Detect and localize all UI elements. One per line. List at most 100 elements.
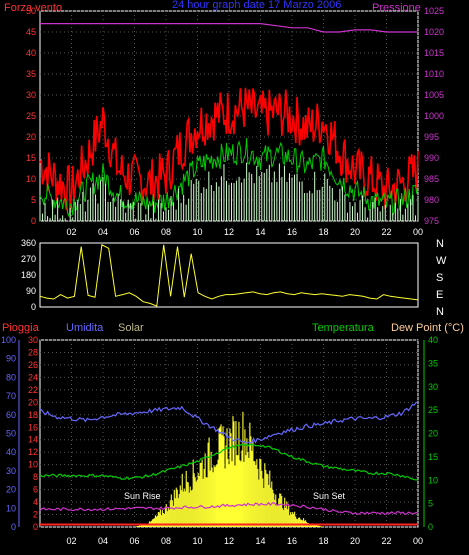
dew-point-series	[39, 501, 419, 516]
direction-y-tick: 0	[31, 302, 36, 312]
chart-title: 24 hour graph date 17 Marzo 2006	[172, 0, 341, 11]
wind-y-tick: 10	[26, 174, 36, 184]
x-tick-label: 18	[318, 227, 328, 237]
x-tick-label: 16	[287, 227, 297, 237]
rain-y-tick: 26	[28, 360, 38, 370]
wind-gust-series	[39, 87, 419, 211]
rain-y-tick: 16	[28, 422, 38, 432]
pressure-y-tick: 1015	[424, 48, 444, 58]
pressure-y-tick: 1005	[424, 90, 444, 100]
compass-label: E	[436, 289, 443, 301]
pressure-y-tick: 975	[424, 216, 439, 226]
temperature-y-tick: 30	[428, 382, 438, 392]
x-tick-label: 14	[255, 536, 265, 546]
humidity-y-tick: 10	[6, 503, 16, 513]
temperature-y-tick: 35	[428, 358, 438, 368]
humidity-y-tick: 40	[6, 447, 16, 457]
rain-y-tick: 10	[28, 460, 38, 470]
wind-y-tick: 0	[31, 216, 36, 226]
pressure-label: Pressione	[372, 2, 421, 14]
dew-point-label: Dew Point (°C)	[391, 322, 464, 334]
pressure-y-tick: 980	[424, 195, 439, 205]
compass-label: W	[436, 255, 447, 267]
pressure-y-tick: 990	[424, 153, 439, 163]
rain-y-tick: 14	[28, 435, 38, 445]
rain-y-tick: 0	[33, 522, 38, 532]
x-tick-label: 04	[98, 536, 108, 546]
rain-y-tick: 22	[28, 385, 38, 395]
humidity-series	[39, 401, 419, 445]
humidity-y-tick: 0	[11, 522, 16, 532]
rain-y-tick: 6	[33, 485, 38, 495]
x-tick-label: 22	[381, 536, 391, 546]
wind-y-tick: 25	[26, 111, 36, 121]
x-tick-label: 06	[129, 227, 139, 237]
pressure-y-tick: 995	[424, 132, 439, 142]
sun-rise-annotation: Sun Rise	[124, 491, 161, 501]
wind-direction-series	[39, 244, 419, 307]
temperature-y-tick: 10	[428, 475, 438, 485]
rain-y-tick: 30	[28, 335, 38, 345]
rain-y-tick: 12	[28, 447, 38, 457]
temperature-y-tick: 25	[428, 405, 438, 415]
x-tick-label: 02	[66, 227, 76, 237]
humidity-y-tick: 30	[6, 466, 16, 476]
rain-y-tick: 20	[28, 397, 38, 407]
x-tick-label: 14	[255, 227, 265, 237]
pressure-series	[40, 23, 418, 33]
pressure-y-tick: 1020	[424, 27, 444, 37]
rain-y-tick: 28	[28, 347, 38, 357]
rain-y-tick: 4	[33, 497, 38, 507]
rain-y-tick: 24	[28, 372, 38, 382]
humidity-y-tick: 70	[6, 391, 16, 401]
pressure-y-tick: 1010	[424, 69, 444, 79]
x-tick-label: 00	[413, 227, 423, 237]
compass-label: S	[436, 272, 443, 284]
sun-set-annotation: Sun Set	[313, 491, 346, 501]
x-tick-label: 04	[98, 227, 108, 237]
wind-avg-series	[39, 137, 419, 218]
humidity-y-tick: 100	[1, 335, 16, 345]
wind-y-tick: 35	[26, 69, 36, 79]
x-tick-label: 10	[192, 536, 202, 546]
wind-speed-label: Forza vento	[4, 2, 62, 14]
rain-y-tick: 18	[28, 410, 38, 420]
temperature-y-tick: 20	[428, 429, 438, 439]
x-tick-label: 06	[129, 536, 139, 546]
pressure-y-tick: 1025	[424, 6, 444, 16]
x-tick-label: 20	[350, 536, 360, 546]
direction-panel-frame	[39, 242, 419, 308]
temperature-y-tick: 40	[428, 335, 438, 345]
compass-label: N	[436, 306, 444, 318]
wind-y-tick: 15	[26, 153, 36, 163]
direction-y-tick: 180	[21, 270, 36, 280]
humidity-y-tick: 20	[6, 485, 16, 495]
temperature-label: Temperatura	[312, 322, 375, 334]
humidity-y-tick: 90	[6, 354, 16, 364]
wind-y-tick: 45	[26, 27, 36, 37]
direction-y-tick: 270	[21, 254, 36, 264]
humidity-y-tick: 60	[6, 410, 16, 420]
rain-label: Pioggia	[2, 322, 40, 334]
temperature-series	[39, 443, 419, 481]
temperature-y-tick: 15	[428, 452, 438, 462]
rain-y-tick: 2	[33, 510, 38, 520]
pressure-y-tick: 985	[424, 174, 439, 184]
wind-y-tick: 5	[31, 195, 36, 205]
wind-y-tick: 40	[26, 48, 36, 58]
x-tick-label: 12	[224, 227, 234, 237]
humidity-y-tick: 50	[6, 429, 16, 439]
temperature-y-tick: 0	[428, 522, 433, 532]
x-tick-label: 12	[224, 536, 234, 546]
x-tick-label: 16	[287, 536, 297, 546]
wind-y-tick: 30	[26, 90, 36, 100]
temperature-y-tick: 5	[428, 499, 433, 509]
wind-y-tick: 50	[26, 6, 36, 16]
humidity-y-tick: 80	[6, 372, 16, 382]
humidity-label: Umidita	[66, 322, 104, 334]
direction-y-tick: 360	[21, 238, 36, 248]
x-tick-label: 18	[318, 536, 328, 546]
solar-label: Solar	[118, 322, 144, 334]
direction-y-tick: 90	[26, 286, 36, 296]
